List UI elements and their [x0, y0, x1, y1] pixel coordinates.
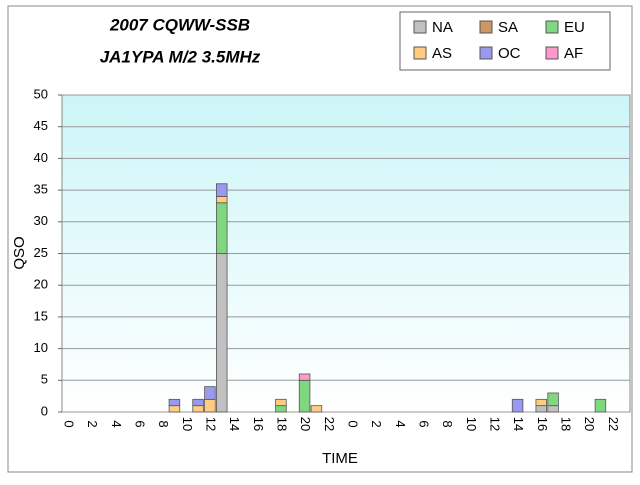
- x-tick-label: 8: [156, 420, 171, 427]
- x-tick-label: 0: [61, 420, 76, 427]
- legend-label: AS: [432, 45, 452, 62]
- x-tick-label: 18: [274, 417, 289, 431]
- y-tick-label: 40: [34, 150, 48, 165]
- bar-segment: [204, 386, 216, 400]
- bar-segment: [192, 398, 204, 407]
- x-tick-label: 20: [582, 417, 597, 431]
- legend-label: OC: [498, 45, 521, 62]
- legend-label: AF: [564, 45, 583, 62]
- bar-segment: [594, 398, 607, 413]
- chart-subtitle: JA1YPA M/2 3.5MHz: [100, 47, 261, 66]
- y-tick-label: 15: [34, 308, 48, 323]
- bar-segment: [216, 202, 228, 254]
- y-tick-label: 30: [34, 213, 48, 228]
- bar-segment: [547, 405, 559, 413]
- x-tick-label: 14: [227, 417, 242, 431]
- bar-segment: [216, 196, 228, 204]
- x-tick-label: 10: [464, 417, 479, 431]
- legend-label: EU: [564, 19, 585, 36]
- bar-segment: [535, 398, 547, 407]
- y-tick-label: 0: [41, 403, 48, 418]
- bar-segment: [168, 405, 181, 413]
- x-tick-label: 4: [109, 420, 124, 427]
- x-tick-label: 6: [416, 420, 431, 427]
- bar-segment: [168, 398, 181, 407]
- bar-segment: [275, 405, 287, 413]
- x-tick-label: 12: [203, 417, 218, 431]
- y-tick-label: 5: [41, 372, 48, 387]
- bar-segment: [192, 405, 204, 413]
- legend: [399, 11, 611, 71]
- legend-swatch: [545, 20, 559, 34]
- x-tick-label: 2: [85, 420, 100, 427]
- x-tick-label: 22: [606, 417, 621, 431]
- chart-title: 2007 CQWW-SSB: [109, 15, 250, 34]
- y-tick-label: 10: [34, 340, 48, 355]
- y-tick-label: 45: [34, 118, 48, 133]
- legend-label: SA: [498, 19, 518, 36]
- x-tick-label: 4: [393, 420, 408, 427]
- bar-segment: [275, 398, 287, 407]
- legend-swatch: [479, 20, 493, 34]
- bar-segment: [547, 392, 559, 407]
- x-tick-label: 18: [558, 417, 573, 431]
- y-tick-label: 25: [34, 245, 48, 260]
- x-tick-label: 20: [298, 417, 313, 431]
- x-tick-label: 0: [345, 420, 360, 427]
- x-tick-label: 2: [369, 420, 384, 427]
- bar-segment: [298, 379, 311, 413]
- legend-swatch: [479, 46, 493, 60]
- bar-segment: [310, 405, 323, 413]
- x-tick-label: 14: [511, 417, 526, 431]
- legend-swatch: [413, 46, 427, 60]
- y-tick-label: 50: [34, 86, 48, 101]
- x-tick-label: 8: [440, 420, 455, 427]
- x-axis-label: TIME: [322, 450, 358, 467]
- bar-segment: [216, 253, 228, 413]
- x-tick-label: 10: [180, 417, 195, 431]
- bar-segment: [216, 183, 228, 197]
- legend-swatch: [413, 20, 427, 34]
- y-axis-label: QSO: [11, 236, 28, 269]
- bar-segment: [535, 405, 547, 413]
- x-tick-label: 16: [251, 417, 266, 431]
- x-tick-label: 6: [132, 420, 147, 427]
- x-tick-label: 22: [322, 417, 337, 431]
- legend-swatch: [545, 46, 559, 60]
- bar-segment: [204, 398, 216, 413]
- x-tick-label: 12: [487, 417, 502, 431]
- bar-segment: [511, 398, 524, 413]
- x-tick-label: 16: [535, 417, 550, 431]
- legend-label: NA: [432, 19, 453, 36]
- y-tick-label: 35: [34, 182, 48, 197]
- bar-segment: [298, 373, 311, 381]
- y-tick-label: 20: [34, 277, 48, 292]
